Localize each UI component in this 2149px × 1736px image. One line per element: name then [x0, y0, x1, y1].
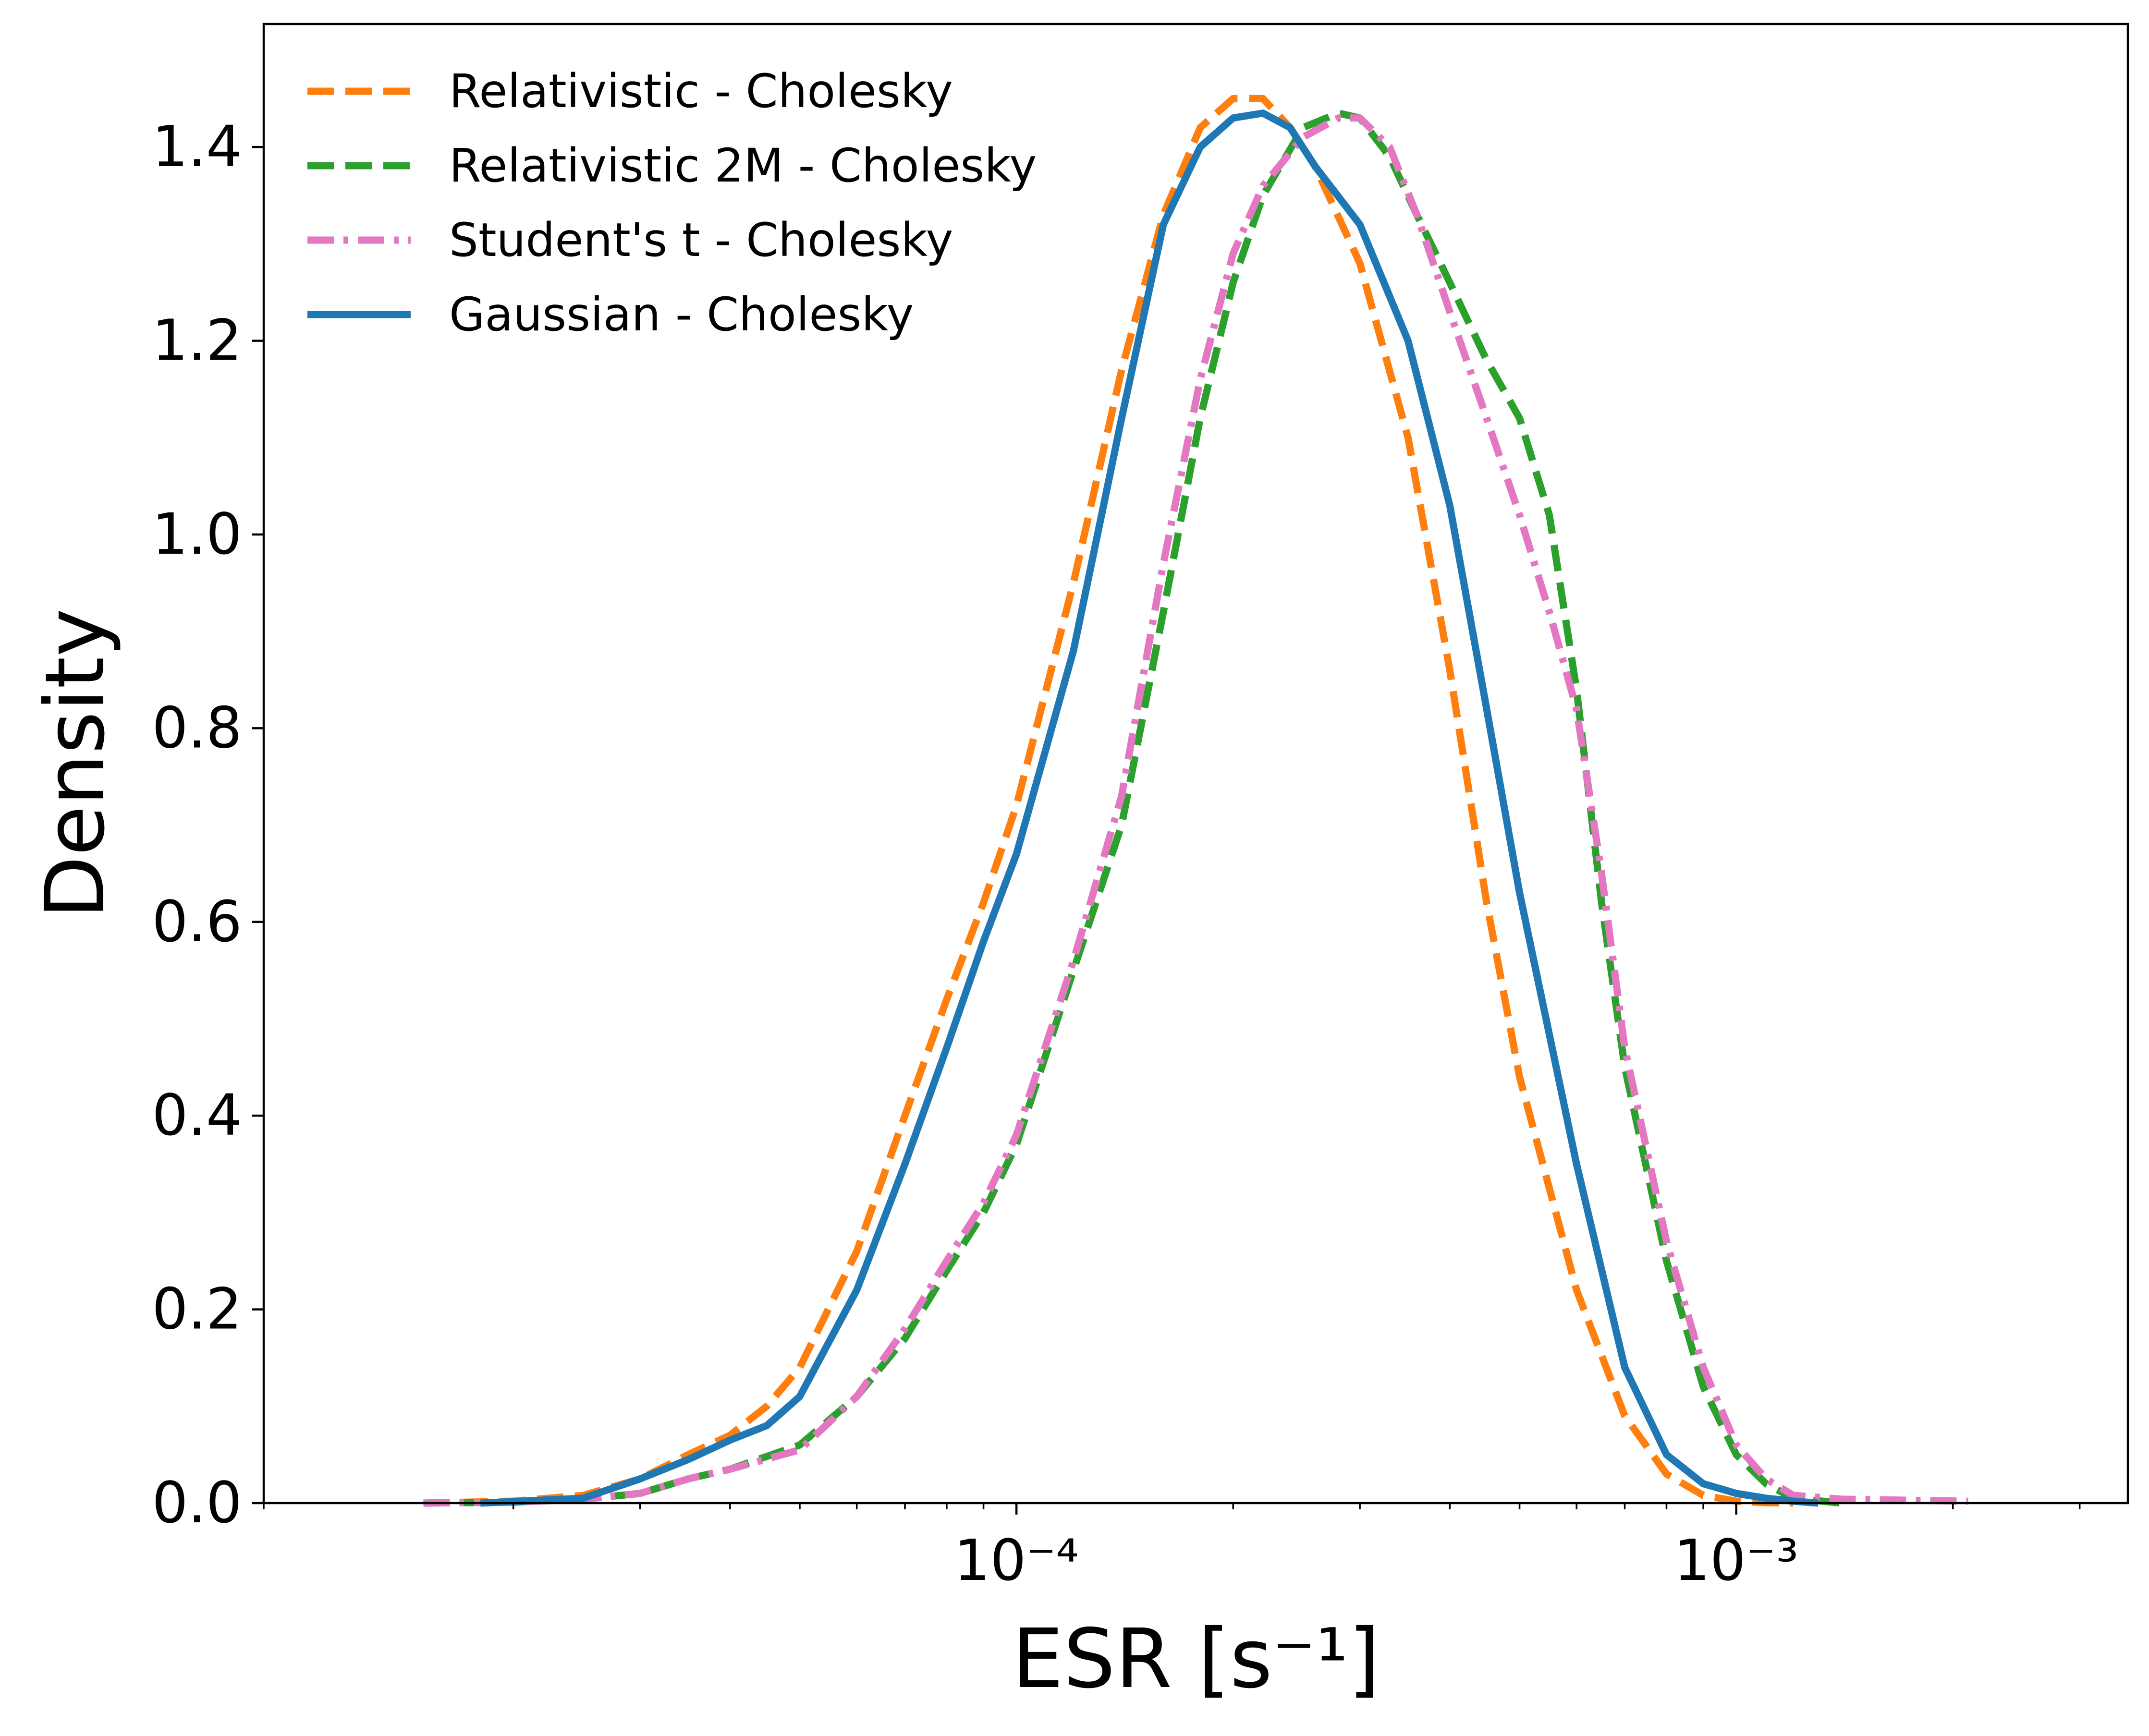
legend-label-2: Student's t - Cholesky	[449, 213, 953, 267]
y-axis-label: Density	[28, 608, 123, 919]
ticks-layer: 0.0 0.2 0.4 0.6 0.8 1.0 1.2 1.4 10⁻⁴ 10⁻³	[152, 113, 2081, 1593]
y-tick-label-2: 0.4	[152, 1082, 242, 1148]
y-tick-label-0: 0.0	[152, 1469, 242, 1536]
legend: Relativistic - Cholesky Relativistic 2M -…	[307, 64, 1037, 341]
y-tick-label-1: 0.2	[152, 1276, 242, 1342]
x-axis-label: ESR [s⁻¹]	[1012, 1612, 1380, 1707]
plot-frame	[262, 23, 2129, 1505]
y-tick-label-6: 1.2	[152, 307, 242, 374]
legend-label-1: Relativistic 2M - Cholesky	[449, 139, 1037, 193]
series-line-0	[423, 95, 1794, 1507]
series-line-2	[423, 114, 1968, 1507]
y-tick-label-3: 0.6	[152, 888, 242, 955]
series-line-3	[480, 109, 1819, 1507]
plot-layer	[423, 95, 1968, 1507]
legend-label-3: Gaussian - Cholesky	[449, 288, 914, 341]
x-tick-label-1: 10⁻³	[1674, 1527, 1799, 1593]
x-tick-label-0: 10⁻⁴	[954, 1527, 1079, 1593]
y-tick-label-7: 1.4	[152, 113, 242, 180]
y-tick-label-4: 0.8	[152, 694, 242, 761]
y-tick-label-5: 1.0	[152, 501, 242, 567]
legend-label-0: Relativistic - Cholesky	[449, 64, 953, 118]
